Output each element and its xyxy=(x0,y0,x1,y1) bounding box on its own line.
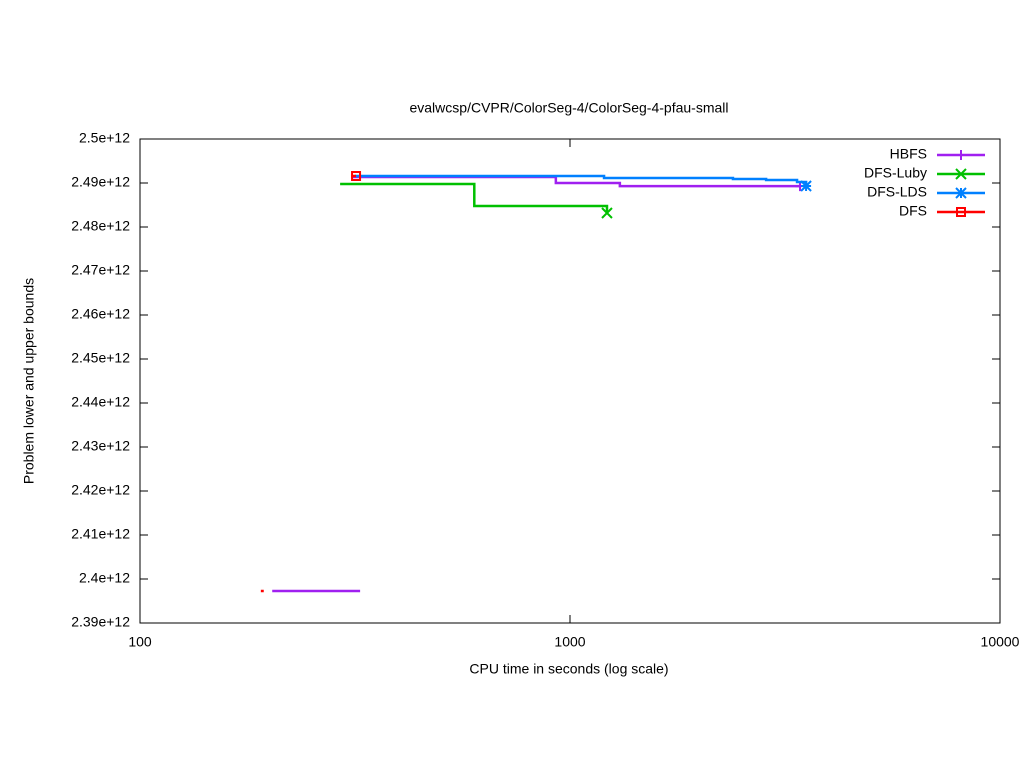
plot-frame xyxy=(139,138,1001,624)
x-tick-label: 1000 xyxy=(554,634,585,650)
legend-marker xyxy=(956,207,966,217)
series-marker xyxy=(601,207,613,219)
y-tick-label: 2.48e+12 xyxy=(71,218,130,234)
legend-marker xyxy=(956,150,966,160)
series-line xyxy=(354,174,808,186)
legend-marker xyxy=(955,187,967,199)
series-line xyxy=(340,182,609,214)
series-marker xyxy=(351,171,362,182)
y-tick-label: 2.42e+12 xyxy=(71,482,130,498)
y-tick-label: 2.39e+12 xyxy=(71,614,130,630)
legend-label: DFS-Luby xyxy=(864,165,927,181)
y-tick-label: 2.5e+12 xyxy=(79,130,130,146)
legend-label: DFS-LDS xyxy=(867,184,927,200)
legend-marker xyxy=(955,168,967,180)
series-line xyxy=(260,174,357,593)
y-tick-label: 2.45e+12 xyxy=(71,350,130,366)
y-tick-label: 2.46e+12 xyxy=(71,306,130,322)
chart-title: evalwcsp/CVPR/ColorSeg-4/ColorSeg-4-pfau… xyxy=(409,100,728,116)
legend-label: DFS xyxy=(899,203,927,219)
x-tick-label: 10000 xyxy=(981,634,1020,650)
series-marker xyxy=(800,180,812,192)
x-axis-label: CPU time in seconds (log scale) xyxy=(469,661,668,677)
y-tick-label: 2.49e+12 xyxy=(71,174,130,190)
legend-label: HBFS xyxy=(890,146,927,162)
y-tick-label: 2.44e+12 xyxy=(71,394,130,410)
y-tick-label: 2.47e+12 xyxy=(71,262,130,278)
series-line xyxy=(272,175,801,593)
x-tick-label: 100 xyxy=(128,634,152,650)
y-tick-label: 2.41e+12 xyxy=(71,526,130,542)
y-tick-label: 2.43e+12 xyxy=(71,438,130,454)
y-tick-label: 2.4e+12 xyxy=(79,570,130,586)
y-axis-label: Problem lower and upper bounds xyxy=(21,278,37,484)
